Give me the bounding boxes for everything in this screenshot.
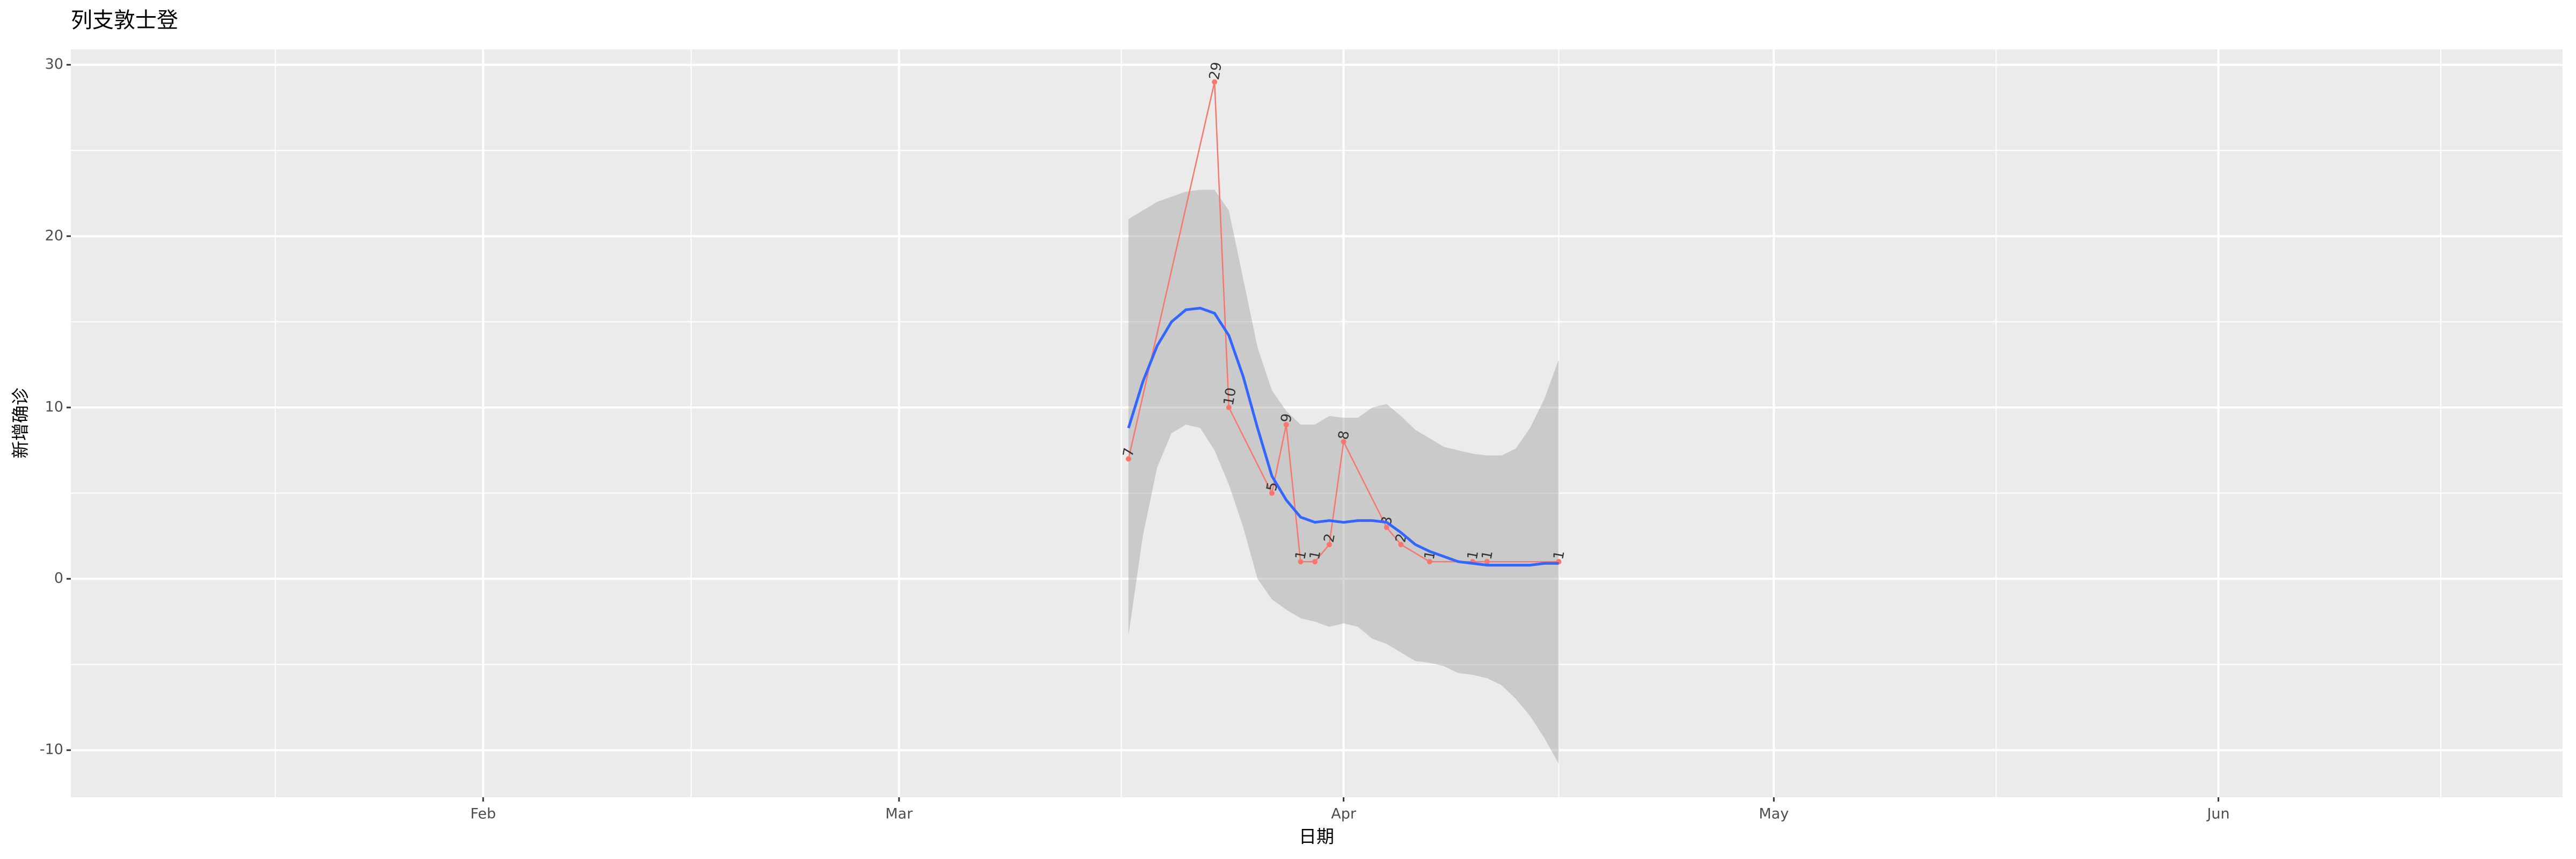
plot-panel [71, 49, 2563, 797]
y-axis-label: 新增确诊 [10, 388, 31, 458]
data-point [1326, 542, 1332, 548]
data-label: 1 [1479, 549, 1496, 561]
data-label: 1 [1465, 549, 1482, 561]
x-tick-label: Mar [885, 806, 913, 822]
data-label: 29 [1206, 61, 1225, 81]
data-point [1398, 542, 1404, 548]
y-tick-label: 30 [45, 56, 63, 72]
smooth-line [1127, 307, 1559, 567]
x-axis-label: 日期 [1299, 826, 1334, 847]
data-point [1125, 456, 1131, 462]
data-label: 9 [1278, 412, 1295, 424]
data-point [1269, 490, 1275, 496]
x-tick-label: Feb [470, 806, 496, 822]
data-point [1283, 421, 1289, 427]
x-tick-label: May [1759, 806, 1789, 822]
y-tick-label: -10 [40, 741, 63, 758]
data-label: 1 [1292, 549, 1309, 561]
data-label: 7 [1121, 447, 1138, 458]
data-point [1298, 559, 1304, 565]
data-point [1384, 525, 1389, 530]
data-point [1312, 559, 1318, 565]
x-tick-label: Apr [1331, 806, 1357, 822]
data-point [1212, 79, 1218, 85]
data-label: 10 [1221, 387, 1240, 407]
y-tick-label: 0 [54, 570, 63, 587]
confidence-band [1128, 190, 1559, 764]
data-label: 1 [1550, 549, 1568, 561]
data-point [1341, 439, 1346, 445]
y-tick-label: 20 [45, 227, 63, 244]
data-point [1226, 404, 1232, 410]
data-label: 3 [1379, 515, 1396, 527]
data-label: 1 [1307, 549, 1324, 561]
data-label: 2 [1321, 532, 1338, 544]
chart-title: 列支敦士登 [71, 8, 178, 33]
data-point [1484, 559, 1490, 565]
data-point [1426, 559, 1432, 565]
x-tick-label: Jun [2206, 806, 2230, 822]
y-tick-label: 10 [45, 398, 63, 415]
data-label: 8 [1335, 430, 1352, 441]
